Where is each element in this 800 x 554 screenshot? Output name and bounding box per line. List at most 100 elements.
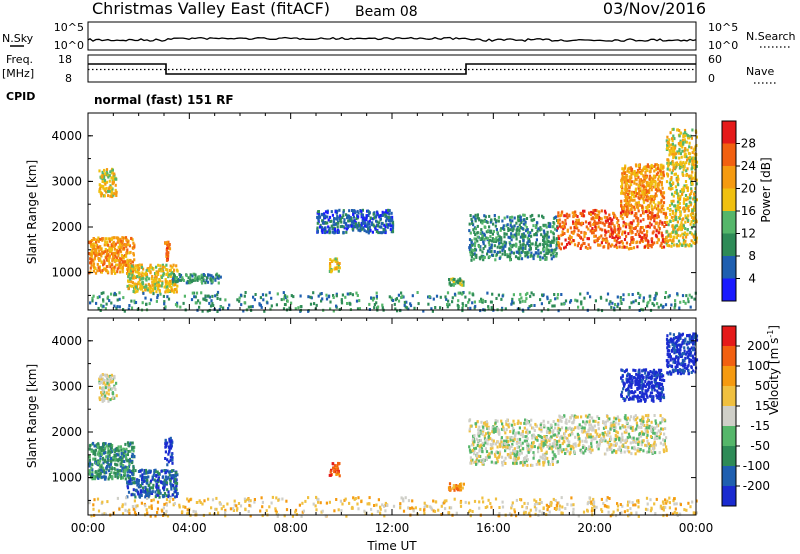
echo-cell [642,174,645,178]
echo-cell [159,480,162,484]
echo-cell [519,449,522,453]
echo-cell [692,216,695,220]
echo-cell [542,238,545,242]
echo-cell [106,381,109,385]
echo-cell [176,492,179,496]
echo-cell [352,221,355,225]
echo-cell [524,293,528,297]
echo-cell [539,258,542,261]
echo-cell [91,242,94,246]
echo-cell [166,469,169,473]
echo-cell [606,219,609,222]
echo-cell [633,207,636,211]
echo-cell [345,227,348,231]
echo-cell [275,303,278,307]
noise-search-label: N.Search [746,30,796,43]
echo-cell [541,453,545,457]
echo-cell [680,221,683,225]
echo-cell [124,453,128,457]
echo-cell [104,172,107,176]
echo-cell [104,446,107,450]
echo-cell [508,455,511,459]
echo-cell [505,428,508,432]
echo-cell [115,259,118,263]
echo-cell [189,278,192,282]
echo-cell [624,184,627,188]
echo-cell [551,463,554,466]
echo-cell [115,192,118,196]
echo-cell [648,170,651,174]
echo-cell [515,243,518,247]
echo-cell [494,224,497,228]
echo-cell [563,232,566,235]
echo-cell [684,214,687,218]
echo-cell [431,309,434,313]
echo-cell [495,236,498,240]
echo-cell [172,475,175,479]
echo-cell [676,204,679,208]
echo-cell [119,455,122,459]
echo-cell [480,237,483,241]
echo-cell [197,299,200,303]
echo-cell [488,214,491,218]
echo-cell [101,456,105,460]
echo-cell [665,216,668,219]
echo-cell [124,477,127,481]
echo-cell [317,218,320,222]
echo-cell [156,478,159,482]
echo-cell [328,270,331,273]
echo-cell [111,247,114,251]
echo-cell [594,299,597,303]
echo-cell [653,197,656,200]
echo-cell [624,197,628,201]
echo-cell [208,301,211,305]
echo-cell [187,276,190,280]
echo-cell [332,462,335,466]
echo-cell [583,296,586,300]
echo-cell [253,298,256,302]
echo-cell [568,213,571,217]
echo-cell [539,298,542,302]
echo-cell [518,246,521,250]
colorbar-swatch [722,188,736,212]
echo-cell [637,217,640,221]
echo-cell [337,269,340,273]
echo-cell [110,292,113,296]
echo-cell [146,478,149,482]
echo-cell [453,277,456,281]
echo-cell [500,440,503,444]
echo-cell [667,145,670,148]
echo-cell [153,469,156,472]
echo-cell [100,260,103,264]
frequency-panel: Freq. [MHz] 18 8 60 0 Nave CPID normal (… [2,53,776,107]
echo-cell [167,282,170,286]
echo-cell [98,474,101,478]
echo-cell [432,297,435,301]
echo-cell [174,481,177,485]
echo-cell [369,216,372,220]
echo-cell [658,227,661,230]
echo-cell [103,194,106,198]
echo-cell [129,272,132,275]
echo-region [328,461,341,478]
echo-cell [683,165,686,169]
echo-cell [132,276,135,280]
echo-cell [358,299,361,303]
echo-cell [606,292,610,296]
echo-cell [375,295,378,298]
echo-cell [582,238,585,242]
echo-cell [511,452,514,456]
noise-sky-trace [87,36,697,42]
echo-cell [103,477,107,481]
echo-cell [660,180,663,184]
echo-cell [638,191,641,195]
echo-cell [680,141,683,145]
echo-cell [319,223,322,227]
echo-cell [553,227,557,231]
echo-cell [294,307,297,311]
echo-cell [123,474,126,478]
echo-cell [344,295,347,299]
echo-cell [474,233,477,237]
echo-cell [106,254,109,258]
echo-cell [661,234,664,238]
